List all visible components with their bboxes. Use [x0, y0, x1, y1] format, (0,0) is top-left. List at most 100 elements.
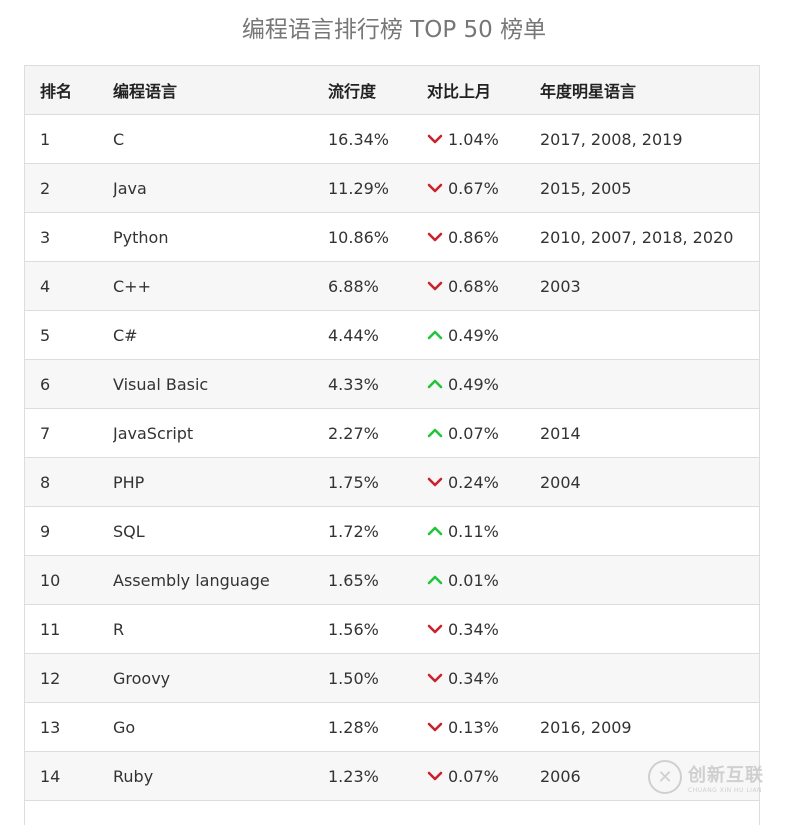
change-value: 0.67% — [448, 178, 499, 198]
table-row: 8 PHP 1.75% 0.24% 2004 — [25, 458, 759, 507]
chevron-down-icon — [427, 621, 443, 637]
table-row: 11 R 1.56% 0.34% — [25, 605, 759, 654]
change-value: 0.49% — [448, 325, 499, 345]
watermark-logo: ✕ 创新互联 CHUANG XIN HU LIAN — [648, 754, 788, 800]
rank-cell: 11 — [40, 619, 61, 639]
language-cell: Python — [113, 227, 169, 247]
table-row: 9 SQL 1.72% 0.11% — [25, 507, 759, 556]
star-years-cell: 2017, 2008, 2019 — [540, 129, 683, 149]
chevron-down-icon — [427, 670, 443, 686]
chevron-up-icon — [427, 327, 443, 343]
change-cell: 0.01% — [427, 571, 540, 590]
change-value: 1.04% — [448, 129, 499, 149]
popularity-cell: 11.29% — [328, 178, 390, 198]
brand-logo-icon: ✕ — [648, 760, 682, 794]
language-cell: C++ — [113, 276, 151, 296]
star-years-cell: 2016, 2009 — [540, 717, 632, 737]
star-years-cell: 2015, 2005 — [540, 178, 632, 198]
change-cell: 0.68% — [427, 277, 540, 296]
change-value: 0.13% — [448, 717, 499, 737]
popularity-cell: 10.86% — [328, 227, 390, 247]
chevron-up-icon — [427, 523, 443, 539]
change-value: 0.68% — [448, 276, 499, 296]
language-cell: Go — [113, 717, 136, 737]
chevron-down-icon — [427, 719, 443, 735]
star-years-cell: 2004 — [540, 472, 581, 492]
table-row: 12 Groovy 1.50% 0.34% — [25, 654, 759, 703]
language-cell: Assembly language — [113, 570, 270, 590]
change-cell: 0.34% — [427, 620, 540, 639]
change-value: 0.34% — [448, 619, 499, 639]
change-cell: 0.13% — [427, 718, 540, 737]
change-cell: 0.49% — [427, 375, 540, 394]
table-row: 3 Python 10.86% 0.86% 2010, 2007, 2018, 2020 — [25, 213, 759, 262]
language-cell: C# — [113, 325, 138, 345]
star-years-cell: 2003 — [540, 276, 581, 296]
popularity-cell: 1.28% — [328, 717, 379, 737]
popularity-cell: 1.50% — [328, 668, 379, 688]
rank-cell: 10 — [40, 570, 61, 590]
language-cell: Visual Basic — [113, 374, 209, 394]
header-language: 编程语言 — [113, 82, 178, 101]
header-popularity: 流行度 — [328, 82, 377, 101]
chevron-down-icon — [427, 180, 443, 196]
rank-cell: 5 — [40, 325, 51, 345]
page-title: 编程语言排行榜 TOP 50 榜单 — [241, 17, 547, 43]
rank-cell: 2 — [40, 178, 51, 198]
rank-cell: 3 — [40, 227, 51, 247]
chevron-down-icon — [427, 474, 443, 490]
popularity-cell: 1.65% — [328, 570, 379, 590]
table-header-row: 排名 编程语言 流行度 对比上月 年度明星语言 — [25, 66, 759, 115]
table-row: 14 Ruby 1.23% 0.07% 2006 — [25, 752, 759, 801]
chevron-up-icon — [427, 376, 443, 392]
change-cell: 0.07% — [427, 424, 540, 443]
language-cell: Groovy — [113, 668, 171, 688]
header-star-years: 年度明星语言 — [540, 82, 637, 101]
language-cell: PHP — [113, 472, 145, 492]
table-row: 7 JavaScript 2.27% 0.07% 2014 — [25, 409, 759, 458]
header-rank: 排名 — [40, 82, 73, 101]
popularity-cell: 1.56% — [328, 619, 379, 639]
change-value: 0.11% — [448, 521, 499, 541]
table-row: 5 C# 4.44% 0.49% — [25, 311, 759, 360]
change-value: 0.01% — [448, 570, 499, 590]
popularity-cell: 1.75% — [328, 472, 379, 492]
change-cell: 1.04% — [427, 130, 540, 149]
popularity-cell: 1.23% — [328, 766, 379, 786]
table-row: 2 Java 11.29% 0.67% 2015, 2005 — [25, 164, 759, 213]
table-row: 10 Assembly language 1.65% 0.01% — [25, 556, 759, 605]
rank-cell: 13 — [40, 717, 61, 737]
rank-cell: 8 — [40, 472, 51, 492]
change-value: 0.86% — [448, 227, 499, 247]
change-cell: 0.07% — [427, 767, 540, 786]
language-cell: JavaScript — [113, 423, 194, 443]
change-cell: 0.24% — [427, 473, 540, 492]
chevron-up-icon — [427, 425, 443, 441]
rank-cell: 6 — [40, 374, 51, 394]
rank-cell: 14 — [40, 766, 61, 786]
language-cell: C — [113, 129, 125, 149]
popularity-cell: 4.44% — [328, 325, 379, 345]
brand-name: 创新互联 — [688, 764, 764, 786]
chevron-down-icon — [427, 131, 443, 147]
change-cell: 0.49% — [427, 326, 540, 345]
change-cell: 0.11% — [427, 522, 540, 541]
change-cell: 0.34% — [427, 669, 540, 688]
change-cell: 0.67% — [427, 179, 540, 198]
table-row — [25, 801, 759, 825]
change-value: 0.34% — [448, 668, 499, 688]
table-row: 4 C++ 6.88% 0.68% 2003 — [25, 262, 759, 311]
star-years-cell: 2010, 2007, 2018, 2020 — [540, 227, 734, 247]
chevron-down-icon — [427, 768, 443, 784]
rank-cell: 4 — [40, 276, 51, 296]
popularity-cell: 4.33% — [328, 374, 379, 394]
table-row: 13 Go 1.28% 0.13% 2016, 2009 — [25, 703, 759, 752]
popularity-cell: 16.34% — [328, 129, 390, 149]
rank-cell: 1 — [40, 129, 51, 149]
ranking-table: 排名 编程语言 流行度 对比上月 年度明星语言 1 C 16.34% 1.04% 201… — [24, 65, 760, 825]
star-years-cell: 2014 — [540, 423, 581, 443]
chevron-down-icon — [427, 229, 443, 245]
change-value: 0.24% — [448, 472, 499, 492]
chevron-up-icon — [427, 572, 443, 588]
table-row: 1 C 16.34% 1.04% 2017, 2008, 2019 — [25, 115, 759, 164]
